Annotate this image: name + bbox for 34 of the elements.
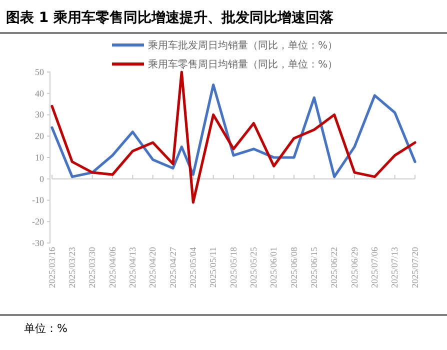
x-tick-label: 2025/06/01 (268, 247, 279, 288)
x-tick-label: 2025/06/15 (309, 246, 320, 288)
x-tick-label: 2025/05/04 (188, 246, 198, 288)
x-tick-label: 2025/03/16 (46, 246, 57, 288)
x-tick-label: 2025/06/22 (329, 247, 340, 288)
x-tick-label: 2025/06/29 (349, 246, 360, 288)
x-tick-label: 2025/03/23 (67, 246, 78, 288)
x-tick-label: 2025/07/13 (390, 246, 400, 288)
legend-label: 乘用车零售周日均销量（同比，单位：%） (148, 58, 338, 70)
x-tick-label: 2025/05/25 (248, 246, 259, 288)
text: 单位：% (24, 322, 68, 335)
y-tick-label: 30 (35, 110, 44, 120)
y-tick-label: -20 (32, 216, 44, 227)
x-tick-label: 2025/03/30 (87, 246, 98, 288)
line-series (50, 84, 416, 178)
y-tick-label: 10 (35, 152, 44, 162)
y-tick-label: 20 (35, 131, 44, 142)
x-tick-label: 2025/04/13 (128, 246, 138, 288)
x-tick-label: 2025/05/18 (228, 246, 238, 288)
y-tick-label: 50 (35, 66, 44, 77)
x-tick-label: 2025/05/11 (208, 247, 218, 288)
y-tick-label: 40 (35, 88, 44, 98)
x-tick-label: 2025/06/08 (288, 246, 299, 288)
x-tick-label: 2025/04/06 (107, 246, 118, 288)
x-tick-label: 2025/04/20 (148, 246, 158, 288)
y-tick-label: 0 (40, 174, 44, 184)
chart-title: 图表 1 乘用车零售同比增速提升、批发同比增速回落 (6, 9, 334, 26)
x-tick-label: 2025/07/06 (370, 246, 380, 288)
x-tick-label: 2025/04/27 (168, 246, 178, 288)
y-tick-label: -10 (32, 195, 44, 206)
legend-label: 乘用车批发周日均销量（同比，单位：%） (148, 40, 338, 52)
line-series (50, 70, 416, 204)
y-tick-label: -30 (32, 238, 44, 248)
x-tick-label: 2025/07/20 (410, 246, 420, 288)
